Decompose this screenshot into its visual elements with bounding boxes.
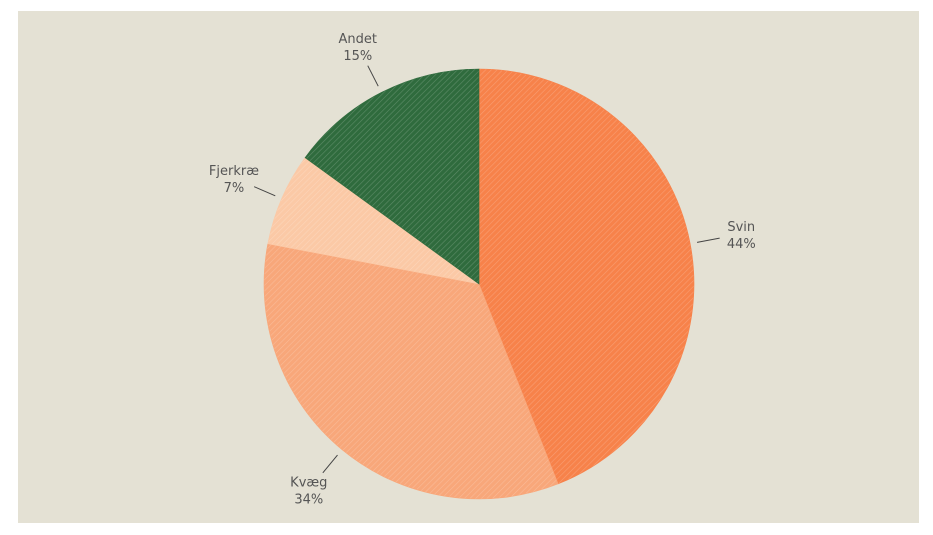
slice-label-kv-g: Kvæg xyxy=(290,476,327,491)
pie-slice-svin xyxy=(478,68,695,485)
slice-label-andet: Andet xyxy=(339,32,377,47)
slice-value-svin: 44% xyxy=(727,237,756,252)
slice-value-kv-g: 34% xyxy=(294,493,323,508)
slice-label-svin: Svin xyxy=(727,220,755,235)
leader-line-svin xyxy=(696,237,720,243)
leader-line-fjerkr xyxy=(253,186,276,197)
pie-slice-andet xyxy=(304,68,480,285)
leader-line-kv-g xyxy=(322,454,338,474)
leader-line-andet xyxy=(367,65,379,87)
pie-chart: Svin 44% Kvæg 34% Fjerkræ 7% Andet 15% xyxy=(209,32,756,508)
slice-label-fjerkr: Fjerkræ xyxy=(209,164,259,179)
chart-panel: Svin 44% Kvæg 34% Fjerkræ 7% Andet 15% xyxy=(18,11,919,523)
slice-value-andet: 15% xyxy=(343,49,372,64)
pie-slice-kv-g xyxy=(263,243,559,500)
slice-value-fjerkr: 7% xyxy=(224,181,245,196)
